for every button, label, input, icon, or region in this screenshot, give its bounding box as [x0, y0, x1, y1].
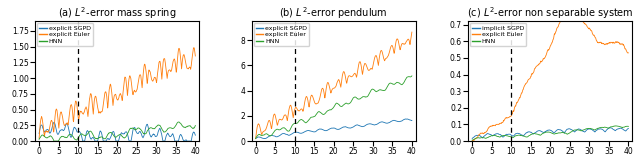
explicit SGPD: [164, 132, 172, 134]
explicit SGPD: [408, 119, 416, 121]
HNN: [543, 131, 550, 133]
HNN: [596, 127, 604, 129]
explicit SGPD: [191, 134, 199, 136]
Line: explicit SGPD: explicit SGPD: [39, 123, 195, 141]
HNN: [561, 132, 569, 134]
explicit Euler: [543, 52, 550, 54]
HNN: [164, 128, 172, 130]
implicit SGPD: [543, 129, 551, 131]
HNN: [337, 105, 344, 107]
explicit Euler: [468, 140, 476, 142]
Line: explicit Euler: explicit Euler: [39, 48, 195, 138]
HNN: [326, 109, 333, 111]
implicit SGPD: [621, 130, 629, 132]
explicit Euler: [544, 49, 552, 51]
explicit SGPD: [51, 122, 58, 123]
Legend: explicit SGPD, explicit Euler, HNN: explicit SGPD, explicit Euler, HNN: [253, 23, 309, 46]
explicit Euler: [190, 47, 198, 49]
implicit SGPD: [553, 129, 561, 131]
explicit Euler: [337, 83, 344, 85]
explicit SGPD: [405, 118, 413, 120]
explicit Euler: [553, 27, 561, 29]
implicit SGPD: [607, 127, 614, 129]
HNN: [625, 125, 632, 127]
explicit Euler: [562, 15, 570, 17]
Line: explicit Euler: explicit Euler: [472, 16, 628, 141]
explicit SGPD: [129, 131, 136, 133]
explicit SGPD: [110, 131, 118, 133]
explicit Euler: [470, 140, 477, 142]
explicit SGPD: [345, 127, 353, 129]
explicit Euler: [408, 31, 416, 33]
explicit SGPD: [188, 135, 196, 137]
HNN: [380, 90, 388, 92]
HNN: [543, 131, 551, 133]
HNN: [51, 140, 58, 142]
HNN: [120, 137, 128, 139]
HNN: [404, 76, 412, 78]
Line: HNN: HNN: [472, 126, 628, 140]
HNN: [110, 134, 118, 136]
Line: explicit Euler: explicit Euler: [255, 32, 412, 139]
explicit Euler: [252, 138, 259, 140]
explicit Euler: [120, 86, 127, 88]
HNN: [553, 132, 561, 134]
HNN: [621, 126, 629, 128]
explicit Euler: [625, 52, 632, 54]
explicit Euler: [404, 38, 412, 40]
Line: HNN: HNN: [255, 76, 412, 139]
explicit Euler: [345, 75, 353, 77]
implicit SGPD: [596, 128, 604, 130]
Line: HNN: HNN: [39, 122, 195, 141]
HNN: [327, 109, 335, 111]
HNN: [611, 125, 619, 127]
HNN: [408, 75, 416, 77]
HNN: [188, 127, 196, 129]
explicit SGPD: [252, 138, 259, 140]
explicit Euler: [559, 15, 566, 17]
explicit Euler: [109, 101, 117, 103]
explicit SGPD: [261, 138, 269, 140]
Line: explicit SGPD: explicit SGPD: [255, 119, 412, 139]
Title: (c) $L^2$-error non separable system: (c) $L^2$-error non separable system: [467, 6, 634, 21]
explicit Euler: [191, 55, 199, 57]
explicit SGPD: [380, 121, 388, 123]
implicit SGPD: [468, 137, 476, 139]
explicit Euler: [111, 95, 118, 97]
Legend: implicit SGPD, explicit Euler, HNN: implicit SGPD, explicit Euler, HNN: [470, 23, 526, 46]
HNN: [35, 138, 43, 140]
explicit Euler: [597, 41, 605, 43]
implicit SGPD: [561, 131, 569, 133]
HNN: [252, 138, 259, 140]
explicit Euler: [188, 61, 195, 63]
explicit Euler: [35, 137, 43, 139]
explicit SGPD: [401, 118, 409, 120]
explicit SGPD: [35, 133, 43, 134]
explicit SGPD: [111, 135, 118, 137]
explicit Euler: [326, 88, 333, 90]
explicit SGPD: [326, 128, 334, 130]
explicit Euler: [621, 48, 629, 50]
HNN: [175, 121, 182, 123]
implicit SGPD: [543, 130, 550, 132]
explicit Euler: [327, 92, 335, 94]
explicit SGPD: [79, 140, 87, 142]
HNN: [111, 136, 118, 138]
Legend: explicit SGPD, explicit Euler, HNN: explicit SGPD, explicit Euler, HNN: [37, 23, 93, 46]
explicit SGPD: [327, 127, 335, 129]
explicit Euler: [163, 77, 171, 79]
explicit SGPD: [337, 128, 344, 130]
explicit Euler: [380, 57, 388, 59]
HNN: [468, 139, 476, 141]
implicit SGPD: [625, 127, 632, 129]
Line: implicit SGPD: implicit SGPD: [472, 128, 628, 138]
HNN: [345, 103, 353, 105]
Title: (b) $L^2$-error pendulum: (b) $L^2$-error pendulum: [280, 6, 388, 21]
Title: (a) $L^2$-error mass spring: (a) $L^2$-error mass spring: [58, 6, 177, 21]
HNN: [129, 127, 136, 129]
explicit Euler: [128, 88, 136, 90]
HNN: [191, 124, 199, 126]
explicit SGPD: [120, 133, 128, 135]
